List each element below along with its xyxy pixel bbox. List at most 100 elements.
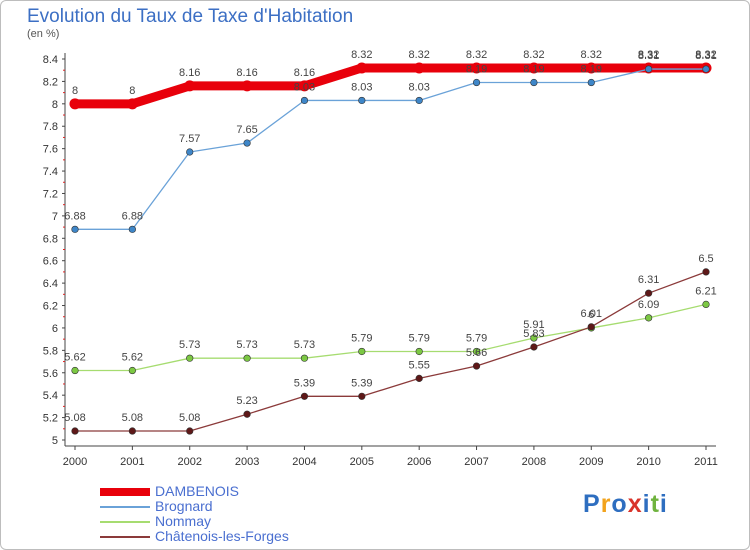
data-label: 5.73 xyxy=(179,339,200,351)
y-tick-label: 6.6 xyxy=(43,256,58,268)
y-tick-label: 5.6 xyxy=(43,368,58,380)
data-point xyxy=(243,410,251,418)
legend-label: Nommay xyxy=(155,513,212,529)
data-point xyxy=(241,80,253,92)
data-label: 8.03 xyxy=(408,81,429,93)
data-label: 8.03 xyxy=(351,81,372,93)
data-point xyxy=(530,334,538,342)
data-point xyxy=(585,62,597,74)
data-label: 7.65 xyxy=(236,124,257,136)
data-label: 6 xyxy=(588,309,594,321)
data-label: 5.08 xyxy=(64,412,85,424)
logo-letter: P xyxy=(583,490,601,518)
y-tick-label: 8.4 xyxy=(43,54,58,66)
logo-letter: i xyxy=(659,490,668,518)
data-label: 8.32 xyxy=(638,49,659,61)
data-point xyxy=(645,314,653,322)
x-tick-label: 2011 xyxy=(694,456,718,468)
data-label: 5.66 xyxy=(466,347,487,359)
data-point xyxy=(530,343,538,351)
x-tick-label: 2005 xyxy=(350,456,374,468)
data-point xyxy=(415,347,423,356)
data-point xyxy=(186,427,194,435)
data-label: 8.32 xyxy=(581,49,602,61)
data-label: 8.19 xyxy=(581,64,602,76)
data-label: 5.55 xyxy=(408,359,429,371)
data-point xyxy=(184,80,196,92)
x-tick-label: 2004 xyxy=(292,456,316,468)
data-label: 6.88 xyxy=(64,210,85,222)
data-label: 5.91 xyxy=(523,319,544,331)
data-label: 5.39 xyxy=(294,377,315,389)
legend-label: DAMBENOIS xyxy=(155,483,240,499)
y-tick-label: 8 xyxy=(52,99,58,111)
logo-letter: r xyxy=(600,490,612,518)
legend-label: Châtenois-les-Forges xyxy=(155,528,289,544)
legend-label: Brognard xyxy=(155,498,213,514)
series-line xyxy=(74,68,707,230)
data-label: 8.19 xyxy=(523,64,544,76)
data-point xyxy=(71,366,79,375)
data-label: 8.19 xyxy=(466,64,487,76)
series-line xyxy=(74,271,707,432)
data-point xyxy=(413,62,425,74)
y-tick-label: 5.8 xyxy=(43,345,58,357)
data-point xyxy=(71,225,79,233)
data-point xyxy=(128,366,136,375)
x-tick-label: 2010 xyxy=(636,456,660,468)
data-point xyxy=(69,98,81,110)
data-label: 6.5 xyxy=(698,253,713,265)
data-label: 5.62 xyxy=(122,352,143,364)
x-tick-label: 2008 xyxy=(522,456,546,468)
data-point xyxy=(356,62,368,74)
series-line xyxy=(70,63,711,109)
x-tick-label: 2003 xyxy=(235,456,259,468)
y-tick-label: 6.2 xyxy=(43,301,58,313)
y-tick-label: 5.2 xyxy=(43,413,58,425)
data-point xyxy=(128,427,136,435)
x-tick-label: 2001 xyxy=(120,456,144,468)
data-label: 5.79 xyxy=(351,332,372,344)
data-point xyxy=(358,392,366,400)
data-label: 5.62 xyxy=(64,352,85,364)
data-label: 8 xyxy=(72,85,78,97)
data-point xyxy=(300,354,309,362)
data-point xyxy=(298,80,310,92)
x-tick-label: 2000 xyxy=(63,456,87,468)
y-tick-label: 6.8 xyxy=(43,233,58,245)
data-label: 8 xyxy=(129,85,135,97)
data-point xyxy=(472,347,481,356)
y-tick-label: 7.4 xyxy=(43,166,58,178)
data-point xyxy=(300,96,309,105)
data-point xyxy=(702,300,710,309)
data-point xyxy=(358,347,366,356)
legend-swatch xyxy=(100,536,150,538)
data-point xyxy=(415,96,423,105)
data-label: 8.16 xyxy=(236,67,257,79)
legend-swatch xyxy=(100,506,150,508)
logo-letter: t xyxy=(650,490,660,518)
logo-letter: o xyxy=(611,490,628,518)
data-point xyxy=(645,289,653,297)
y-tick-label: 6.4 xyxy=(43,278,58,290)
data-label: 5.39 xyxy=(351,377,372,389)
data-point xyxy=(587,323,595,331)
y-tick-label: 7.8 xyxy=(43,121,58,133)
proxiti-logo: Proxiti xyxy=(583,490,668,519)
chart-title: Evolution du Taux de Taxe d'Habitation xyxy=(27,6,354,27)
y-tick-label: 6 xyxy=(52,323,58,335)
data-point xyxy=(186,148,194,156)
x-tick-label: 2007 xyxy=(464,456,488,468)
data-point xyxy=(645,65,653,73)
data-point xyxy=(243,354,251,362)
data-label: 6.09 xyxy=(638,299,659,311)
data-label: 8.03 xyxy=(294,81,315,93)
y-tick-label: 8.2 xyxy=(43,76,58,88)
data-point xyxy=(702,65,710,73)
data-label: 8.32 xyxy=(351,49,372,61)
data-point xyxy=(186,354,194,362)
logo-letter: x xyxy=(627,490,643,518)
data-label: 6.21 xyxy=(695,285,716,297)
